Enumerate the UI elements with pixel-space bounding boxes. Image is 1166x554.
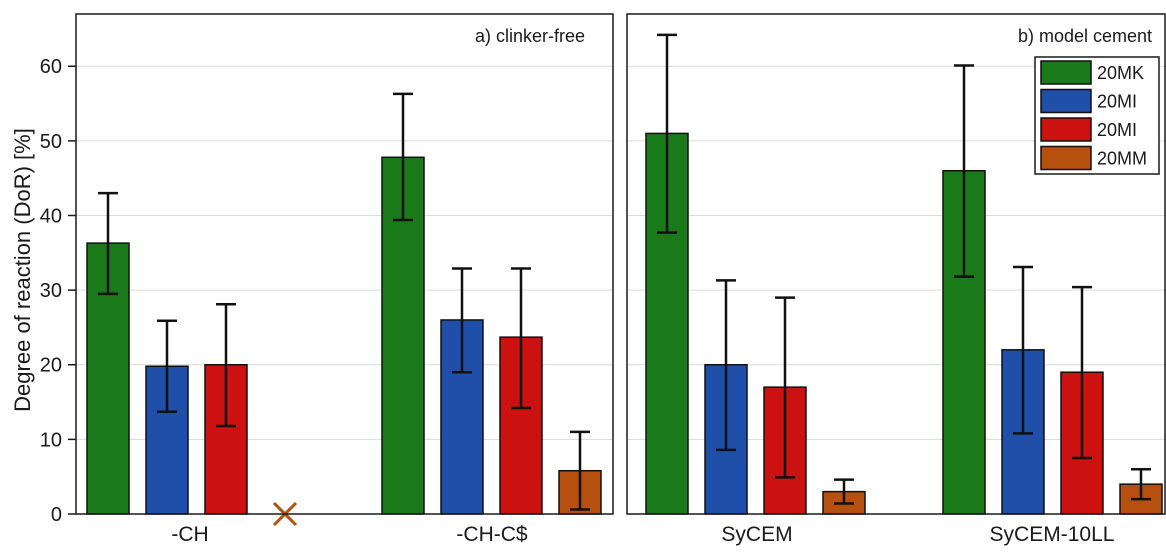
y-tick-label: 50 bbox=[40, 131, 62, 153]
error-bar bbox=[954, 64, 974, 278]
error-bar bbox=[1131, 467, 1151, 501]
error-bar bbox=[511, 267, 531, 410]
y-tick-label: 20 bbox=[40, 355, 62, 377]
legend-swatch bbox=[1040, 117, 1092, 142]
legend-label: 20MM bbox=[1097, 149, 1147, 169]
error-bar bbox=[98, 191, 118, 296]
panel-title: b) model cement bbox=[1018, 26, 1152, 46]
error-bar bbox=[393, 92, 413, 222]
error-bar bbox=[657, 33, 677, 234]
grid-layer bbox=[76, 65, 1166, 440]
error-bar bbox=[716, 279, 736, 452]
y-tick-label: 30 bbox=[40, 280, 62, 302]
panel-title: a) clinker-free bbox=[475, 26, 585, 46]
error-bar bbox=[216, 303, 236, 428]
y-tick-label: 10 bbox=[40, 429, 62, 451]
error-bar bbox=[834, 478, 854, 505]
legend-label: 20MK bbox=[1097, 63, 1144, 83]
y-tick-label: 0 bbox=[51, 504, 62, 526]
error-bar bbox=[570, 430, 590, 511]
error-bar bbox=[775, 296, 795, 479]
y-tick-label: 40 bbox=[40, 205, 62, 227]
error-bar bbox=[452, 267, 472, 374]
bars-layer bbox=[86, 33, 1163, 527]
x-tick-label: SyCEM bbox=[721, 523, 792, 546]
panel-frame bbox=[626, 13, 1166, 515]
axes-layer: 0 10 20 30 40 50 60 a) clinker-free -CH -CH-C$ b) … bbox=[40, 26, 1152, 546]
error-bar bbox=[1072, 285, 1092, 460]
legend-label: 20MI bbox=[1097, 120, 1137, 140]
legend-swatch bbox=[1040, 145, 1092, 171]
legend-label: 20MI bbox=[1097, 92, 1137, 112]
panel-frame bbox=[75, 13, 614, 515]
y-tick-label: 60 bbox=[40, 56, 62, 78]
y-axis-title: Degree of reaction (DoR) [%] bbox=[10, 128, 35, 412]
x-tick-label: -CH-C$ bbox=[456, 523, 527, 546]
panel-frames-layer bbox=[75, 13, 1166, 515]
error-bar bbox=[1013, 265, 1033, 435]
legend-swatch bbox=[1040, 60, 1092, 85]
x-tick-label: -CH bbox=[171, 523, 208, 546]
error-bar bbox=[157, 319, 177, 414]
legend: 20MK 20MI 20MI 20MM bbox=[1034, 56, 1160, 175]
x-tick-label: SyCEM-10LL bbox=[990, 523, 1115, 546]
legend-swatch bbox=[1040, 88, 1092, 114]
